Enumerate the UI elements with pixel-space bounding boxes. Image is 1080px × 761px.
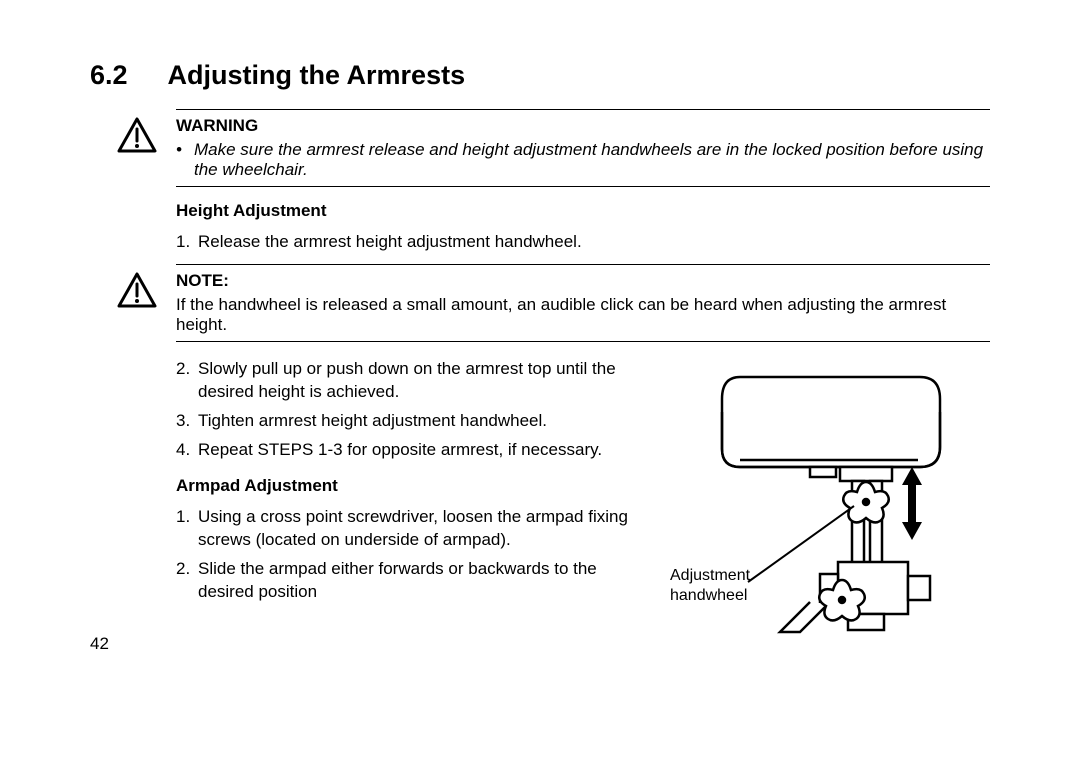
section-title-text: Adjusting the Armrests [168,60,466,90]
armpad-step-2-text: Slide the armpad either forwards or back… [198,558,642,604]
height-step-4-text: Repeat STEPS 1-3 for opposite armrest, i… [198,439,602,462]
warning-heading: WARNING [176,116,990,136]
height-step-2: 2.Slowly pull up or push down on the arm… [176,358,642,404]
armpad-adjustment-heading: Armpad Adjustment [176,476,642,496]
height-step-2-text: Slowly pull up or push down on the armre… [198,358,642,404]
section-heading: 6.2 Adjusting the Armrests [90,60,990,91]
figure-column: Adjustment handwheel [660,352,990,652]
note-text: If the handwheel is released a small amo… [176,295,990,335]
figure-label-line1: Adjustment [670,567,751,584]
page-number: 42 [90,634,109,654]
height-step-1: 1.Release the armrest height adjustment … [176,231,990,254]
figure-label-line2: handwheel [670,587,747,604]
text-column: 2.Slowly pull up or push down on the arm… [176,352,642,610]
vertical-arrow-icon [902,467,922,540]
two-column-region: 2.Slowly pull up or push down on the arm… [176,352,990,652]
bullet-dot: • [176,140,194,180]
rule-bottom-note [176,341,990,342]
armpad-steps: 1.Using a cross point screwdriver, loose… [176,506,642,604]
note-heading: NOTE: [176,271,990,291]
armpad-step-1: 1.Using a cross point screwdriver, loose… [176,506,642,552]
height-step-4: 4.Repeat STEPS 1-3 for opposite armrest,… [176,439,642,462]
warning-callout: WARNING • Make sure the armrest release … [176,110,990,186]
rule-bottom-warning [176,186,990,187]
height-step-3-text: Tighten armrest height adjustment handwh… [198,410,547,433]
height-step-3: 3.Tighten armrest height adjustment hand… [176,410,642,433]
warning-body: • Make sure the armrest release and heig… [176,140,990,180]
note-callout: NOTE: If the handwheel is released a sma… [176,265,990,341]
content-block: WARNING • Make sure the armrest release … [176,109,990,652]
section-number: 6.2 [90,60,128,91]
note-triangle-icon [116,271,158,309]
height-step-1-text: Release the armrest height adjustment ha… [198,231,582,254]
armpad-step-2: 2.Slide the armpad either forwards or ba… [176,558,642,604]
height-steps-part1: 1.Release the armrest height adjustment … [176,231,990,254]
height-steps-part2: 2.Slowly pull up or push down on the arm… [176,358,642,462]
manual-page: 6.2 Adjusting the Armrests WARNING • Make… [0,0,1080,682]
warning-text: Make sure the armrest release and height… [194,140,990,180]
height-adjustment-heading: Height Adjustment [176,201,990,221]
armpad-step-1-text: Using a cross point screwdriver, loosen … [198,506,642,552]
warning-triangle-icon [116,116,158,154]
armrest-diagram: Adjustment handwheel [660,352,990,652]
